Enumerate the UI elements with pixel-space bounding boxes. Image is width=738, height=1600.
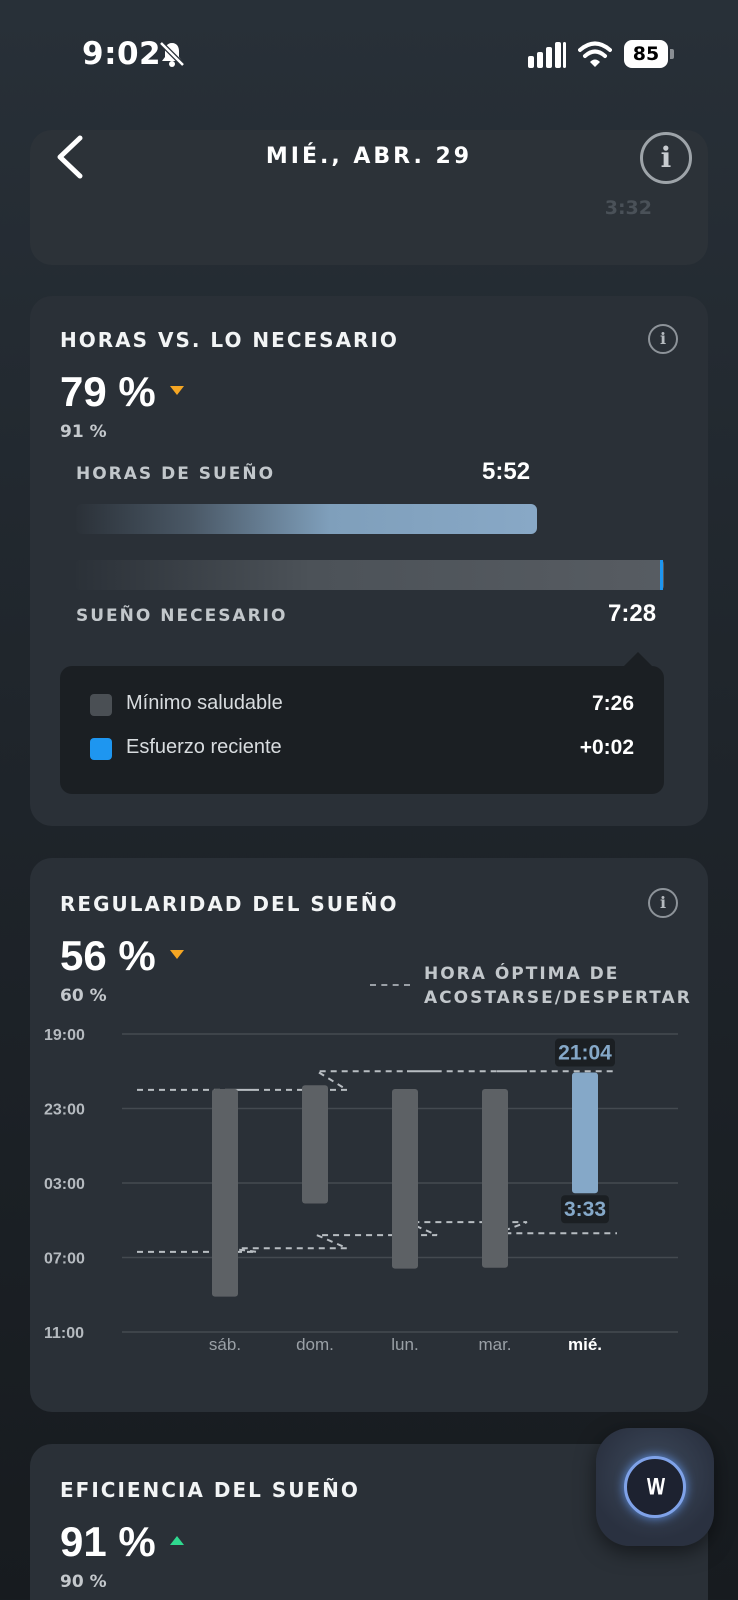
y-tick-label: 11:00 [44, 1325, 84, 1342]
legend-swatch [90, 738, 112, 760]
optimal-legend-line1: HORA ÓPTIMA DE [424, 964, 620, 984]
sleep-regularity-card: REGULARIDAD DEL SUEÑO i 56 % 60 % HORA Ó… [30, 858, 708, 1412]
need-label: SUEÑO NECESARIO [76, 606, 288, 626]
trend-up-icon [170, 1536, 184, 1545]
back-chevron-icon[interactable] [52, 134, 88, 180]
card-title: EFICIENCIA DEL SUEÑO [60, 1478, 360, 1502]
hours-label: HORAS DE SUEÑO [76, 464, 276, 484]
x-tick-label: mié. [568, 1335, 602, 1354]
need-breakdown: Mínimo saludable 7:26 Esfuerzo reciente … [60, 666, 664, 794]
need-value: 7:28 [608, 600, 657, 627]
status-bar: 9:02 85 [0, 0, 738, 110]
x-tick-label: lun. [391, 1335, 418, 1354]
bell-muted-icon [159, 41, 185, 67]
trend-down-icon [170, 386, 184, 395]
previous-percent: 60 % [60, 986, 107, 1006]
cellular-signal-icon [528, 42, 566, 68]
optimal-bed-line [137, 1070, 617, 1091]
info-icon[interactable]: i [648, 888, 678, 918]
card-title: HORAS VS. LO NECESARIO [60, 328, 399, 352]
bed-time-label: 21:04 [558, 1042, 612, 1065]
battery-icon: 85 [624, 40, 674, 68]
legend-label: Esfuerzo reciente [126, 736, 282, 758]
trend-down-icon [170, 950, 184, 959]
sleep-bar [302, 1085, 328, 1204]
wake-time-bg [561, 1195, 609, 1224]
page-title: MIÉ., ABR. 29 [265, 144, 473, 169]
sleep-efficiency-card: EFICIENCIA DEL SUEÑO 91 % 90 % [30, 1444, 708, 1600]
optimal-legend-line2: ACOSTARSE/DESPERTAR [424, 988, 692, 1008]
regularity-percent: 56 % [60, 932, 156, 979]
previous-card: 3:32 [30, 130, 708, 265]
coach-button[interactable]: \/\/ [596, 1428, 714, 1546]
legend-value: +0:02 [579, 736, 634, 759]
battery-level: 85 [624, 40, 668, 68]
need-marker [660, 560, 663, 590]
y-tick-label: 07:00 [44, 1251, 85, 1268]
hours-value: 5:52 [482, 458, 531, 485]
coach-logo-icon: \/\/ [624, 1456, 686, 1518]
x-tick-label: mar. [478, 1335, 511, 1354]
sleep-bar [212, 1088, 238, 1297]
wake-time-label: 3:33 [564, 1198, 606, 1221]
nav-header: MIÉ., ABR. 29 i [0, 120, 738, 192]
card-title: REGULARIDAD DEL SUEÑO [60, 892, 399, 916]
x-tick-label: sáb. [209, 1335, 241, 1354]
efficiency-percent: 91 % [60, 1518, 156, 1565]
need-bar [76, 560, 664, 590]
legend-label: Mínimo saludable [126, 692, 283, 714]
battery-tip [670, 49, 674, 59]
y-tick-label: 19:00 [44, 1027, 85, 1044]
y-tick-label: 03:00 [44, 1176, 85, 1193]
previous-percent: 90 % [60, 1572, 107, 1592]
bed-time-bg [555, 1038, 615, 1067]
legend-value: 7:26 [591, 692, 634, 715]
status-time: 9:02 [82, 36, 162, 72]
info-icon[interactable]: i [640, 132, 692, 184]
optimal-legend-dash [370, 984, 410, 986]
sleep-bar [572, 1072, 598, 1194]
info-icon[interactable]: i [648, 324, 678, 354]
sleep-bar [392, 1088, 418, 1269]
sleep-need-percent: 79 % [60, 368, 156, 415]
regularity-chart: 19:00 23:00 03:00 07:00 11:00 sáb. dom. lun. ma… [44, 1027, 678, 1354]
sleep-need-card: HORAS VS. LO NECESARIO i 79 % 91 % HORAS… [30, 296, 708, 826]
previous-percent: 91 % [60, 422, 107, 442]
hours-bar [76, 504, 537, 534]
optimal-wake-line [137, 1221, 617, 1253]
x-tick-label: dom. [296, 1335, 334, 1354]
sleep-bar [482, 1088, 508, 1268]
y-tick-label: 23:00 [44, 1102, 85, 1119]
legend-swatch [90, 694, 112, 716]
faded-value: 3:32 [604, 197, 652, 219]
wifi-icon [578, 41, 612, 67]
tooltip-arrow [624, 652, 652, 666]
